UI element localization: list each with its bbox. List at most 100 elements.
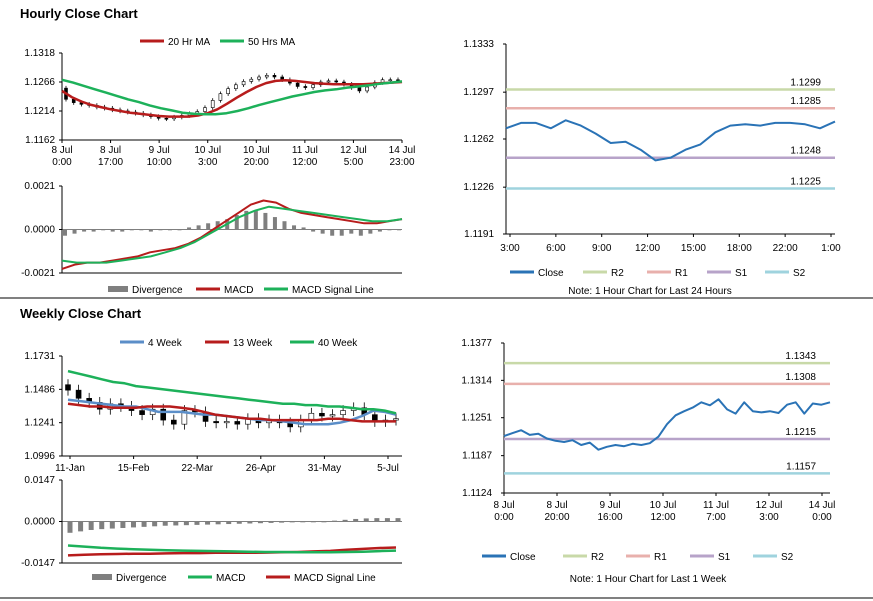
hourly-divergence-bar xyxy=(187,227,192,230)
hourly-macd-ytick-label: 0.0021 xyxy=(24,181,55,192)
weekly-line-xtick-day: 10 Jul xyxy=(650,500,677,511)
weekly-divergence-bar xyxy=(236,521,242,524)
weekly-line-ytick-label: 1.1314 xyxy=(461,375,492,386)
hourly-price-xtick-time: 3:00 xyxy=(198,157,218,168)
hourly-divergence-bar xyxy=(196,225,201,230)
hourly-line-level-r2-label: 1.1299 xyxy=(790,77,821,88)
hourly-divergence-bar xyxy=(234,215,239,230)
hourly-divergence-bar xyxy=(82,229,87,232)
legend-weekly-line-s1-label: S1 xyxy=(718,552,731,563)
weekly-price-xtick-label: 22-Mar xyxy=(181,463,213,474)
hourly-line-xtick-label: 3:00 xyxy=(500,243,520,254)
weekly-candle-body xyxy=(181,410,188,425)
legend-hourly-line-close-label: Close xyxy=(538,268,564,279)
weekly-line-ytick-label: 1.1124 xyxy=(462,488,492,499)
weekly-price-xtick-label: 26-Apr xyxy=(246,463,277,474)
hourly-price-xtick-time: 20:00 xyxy=(244,157,269,168)
legend-weekly-line-r2-label: R2 xyxy=(591,552,604,563)
hourly-price-xtick-day: 9 Jul xyxy=(149,145,170,156)
weekly-line-level-r1-label: 1.1308 xyxy=(785,372,816,383)
weekly-40week-line xyxy=(67,369,397,415)
hourly-price-ytick-label: 1.1318 xyxy=(24,48,55,59)
weekly-line-close-line xyxy=(503,398,831,451)
hourly-price-xtick-time: 5:00 xyxy=(344,157,364,168)
hourly-candle-body xyxy=(210,100,215,108)
weekly-line-xtick-day: 12 Jul xyxy=(756,500,783,511)
weekly-line-xtick-time: 3:00 xyxy=(759,512,779,523)
hourly-divergence-bar xyxy=(368,229,373,234)
hourly-divergence-bar xyxy=(263,212,268,230)
weekly-divergence-bar xyxy=(342,519,348,522)
hourly-divergence-bar xyxy=(148,229,153,232)
hourly-divergence-bar xyxy=(253,210,258,230)
weekly-candle-body xyxy=(393,418,399,421)
hourly-divergence-bar xyxy=(244,210,249,230)
hourly-line-close-line xyxy=(505,119,836,162)
hourly-price-xtick-day: 8 Jul xyxy=(51,145,72,156)
hourly-candle-body xyxy=(365,86,369,92)
weekly-divergence-bar xyxy=(268,521,274,523)
legend-13week-label: 13 Week xyxy=(233,338,273,349)
hourly-price-xtick-day: 10 Jul xyxy=(194,145,221,156)
weekly-line-xtick-time: 12:00 xyxy=(650,512,675,523)
legend-weekly-signal-label: MACD Signal Line xyxy=(294,573,376,584)
hourly-price-xtick-time: 0:00 xyxy=(52,157,72,168)
weekly-divergence-bar xyxy=(205,521,211,525)
hourly-line-ytick-label: 1.1297 xyxy=(463,87,494,98)
weekly-divergence-bar xyxy=(162,521,168,526)
hourly-divergence-bar xyxy=(129,229,134,231)
hourly-50hrs-ma-line xyxy=(61,78,403,116)
hourly-candle-body xyxy=(249,78,254,82)
weekly-price-xtick-label: 31-May xyxy=(308,463,341,474)
hourly-line-level-r1-label: 1.1285 xyxy=(790,96,821,107)
hourly-line-level-s2-label: 1.1225 xyxy=(790,177,821,188)
weekly-candle-body xyxy=(319,412,325,417)
hourly-line-xtick-label: 6:00 xyxy=(546,243,566,254)
legend-50hrs-ma-label: 50 Hrs MA xyxy=(248,37,296,48)
weekly-divergence-bar xyxy=(289,521,295,523)
hourly-candle-body xyxy=(234,84,238,89)
weekly-candle-body xyxy=(160,408,167,421)
weekly-section-title: Weekly Close Chart xyxy=(20,306,142,321)
hourly-price-xtick-day: 14 Jul xyxy=(389,145,416,156)
legend-20hr-ma-label: 20 Hr MA xyxy=(168,37,211,48)
weekly-divergence-bar xyxy=(88,521,94,530)
weekly-line-xtick-time: 0:00 xyxy=(812,512,832,523)
weekly-divergence-bar xyxy=(78,521,84,532)
hourly-candle-body xyxy=(218,93,223,101)
weekly-divergence-bar xyxy=(363,518,369,522)
legend-hourly-signal-label: MACD Signal Line xyxy=(292,285,374,296)
hourly-line-xtick-label: 12:00 xyxy=(635,243,660,254)
hourly-candle-body xyxy=(326,80,331,83)
weekly-divergence-bar xyxy=(257,521,263,524)
hourly-divergence-bar xyxy=(311,229,316,232)
weekly-price-xtick-label: 11-Jan xyxy=(55,463,85,474)
hourly-candle-body xyxy=(334,80,339,83)
hourly-divergence-bar xyxy=(301,227,306,230)
legend-hourly-line-s2-label: S2 xyxy=(793,268,806,279)
weekly-divergence-bar xyxy=(353,518,359,522)
weekly-divergence-bar xyxy=(226,521,232,525)
weekly-divergence-bar xyxy=(183,521,189,526)
weekly-line-xtick-day: 8 Jul xyxy=(493,500,514,511)
hourly-price-ytick-label: 1.1214 xyxy=(24,106,55,117)
legend-weekly-divergence-swatch xyxy=(92,574,112,580)
hourly-candle-body xyxy=(203,107,207,112)
weekly-candle-body xyxy=(340,410,346,415)
weekly-line-level-s1-label: 1.1215 xyxy=(785,427,816,438)
hourly-divergence-bar xyxy=(63,229,67,236)
weekly-divergence-bar xyxy=(194,521,200,525)
hourly-divergence-bar xyxy=(158,229,163,231)
weekly-line-xtick-time: 20:00 xyxy=(544,512,569,523)
hourly-candle-body xyxy=(272,75,277,78)
hourly-price-xtick-day: 10 Jul xyxy=(243,145,270,156)
weekly-candle-body xyxy=(65,384,71,391)
hourly-section-title: Hourly Close Chart xyxy=(20,6,138,21)
weekly-13week-line xyxy=(67,402,396,423)
weekly-candle-body xyxy=(171,419,177,425)
legend-hourly-macd-label: MACD xyxy=(224,285,253,296)
hourly-20hr-ma-line xyxy=(61,79,403,118)
legend-weekly-divergence-label: Divergence xyxy=(116,573,167,584)
hourly-candle-body xyxy=(303,86,308,88)
